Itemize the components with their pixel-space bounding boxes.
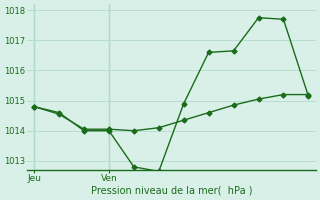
X-axis label: Pression niveau de la mer(  hPa ): Pression niveau de la mer( hPa ) bbox=[91, 186, 252, 196]
